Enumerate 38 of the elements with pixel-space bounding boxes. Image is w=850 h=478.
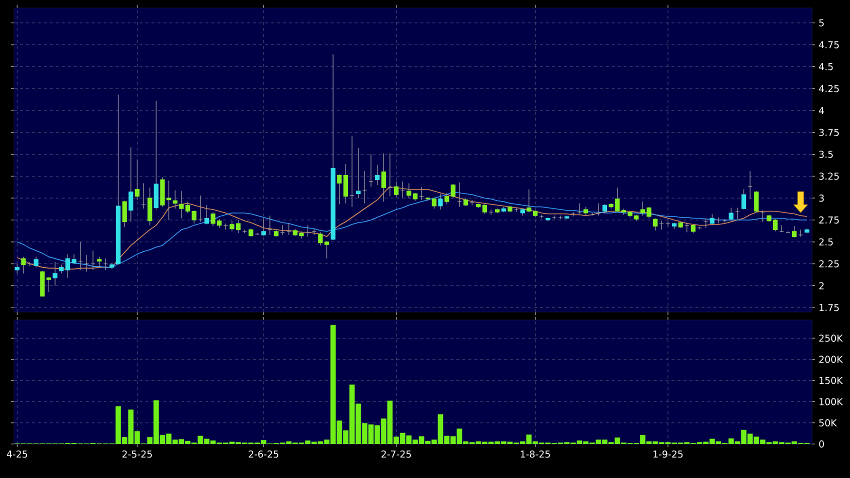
y-tick-label: 5 — [819, 19, 824, 26]
candlestick — [52, 262, 58, 286]
candlestick — [110, 262, 114, 270]
y-tick-label: 4 — [819, 107, 824, 114]
y-tick-label: 250K — [819, 334, 843, 342]
candlestick — [128, 146, 134, 222]
candlestick — [438, 193, 443, 210]
y-tick-label: 4.75 — [819, 41, 839, 48]
y-tick-label: 3.75 — [819, 128, 839, 136]
y-tick-label: 4.25 — [819, 85, 839, 92]
candlestick — [122, 200, 127, 228]
y-tick-label: 2.5 — [819, 238, 833, 246]
x-tick-label: 2-5-25 — [122, 450, 152, 458]
y-tick-label: 100K — [820, 398, 843, 406]
candlestick — [678, 221, 683, 228]
candlestick — [546, 217, 550, 222]
y-tick-label: 200K — [819, 356, 843, 363]
y-tick-label: 3.5 — [819, 150, 833, 158]
x-tick-label: 4-25 — [6, 450, 28, 458]
y-tick-label: 2.75 — [819, 216, 839, 224]
candlestick — [508, 206, 512, 212]
y-tick-label: 1.75 — [820, 304, 839, 312]
y-tick-label: 2.25 — [819, 260, 839, 268]
candlestick — [330, 54, 336, 241]
y-tick-label: 4.5 — [819, 63, 833, 70]
y-tick-label: 150K — [820, 376, 843, 384]
x-tick-label: 1-9-25 — [654, 450, 683, 458]
y-tick-label: 3 — [819, 194, 824, 202]
y-tick-label: 3.25 — [819, 172, 839, 180]
x-tick-label: 2-6-25 — [248, 450, 278, 458]
y-tick-label: 0 — [819, 440, 824, 448]
y-tick-label: 2 — [819, 282, 824, 290]
candlestick — [804, 228, 810, 234]
x-tick-label: 1-8-25 — [520, 450, 550, 458]
y-tick-label: 50K — [819, 419, 837, 426]
candlestick — [754, 190, 759, 212]
candlestick — [381, 153, 386, 202]
x-tick-label: 2-7-25 — [381, 450, 411, 458]
